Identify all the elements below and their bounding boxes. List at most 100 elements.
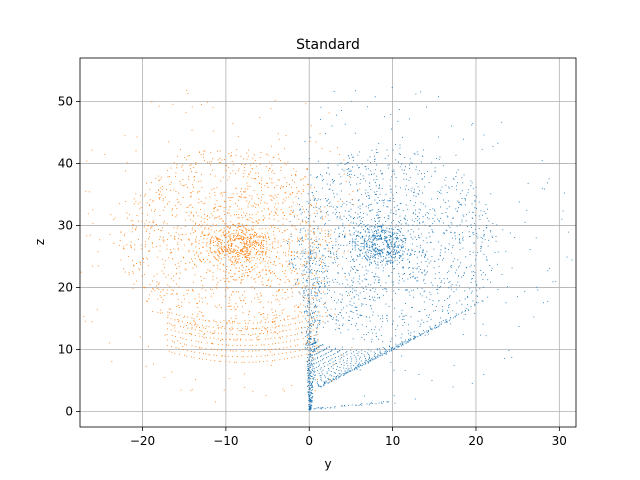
data-point (284, 214, 285, 216)
data-point (218, 243, 220, 245)
data-point (355, 90, 356, 92)
data-point (306, 312, 308, 314)
data-point (401, 247, 403, 249)
data-point (195, 251, 197, 253)
data-point (171, 251, 173, 253)
data-point (392, 347, 393, 348)
data-point (174, 175, 176, 177)
data-point (146, 228, 148, 230)
data-point (365, 243, 367, 244)
data-point (280, 187, 281, 189)
data-point (307, 251, 309, 253)
data-point (406, 341, 408, 343)
data-point (437, 325, 439, 327)
data-point (361, 163, 363, 165)
data-point (349, 202, 351, 203)
data-point (304, 211, 305, 213)
data-point (327, 211, 329, 213)
data-point (462, 236, 464, 238)
data-point (249, 261, 251, 262)
data-point (524, 290, 526, 292)
data-point (226, 269, 227, 270)
data-point (427, 271, 428, 273)
data-point (323, 381, 325, 383)
data-point (419, 222, 421, 224)
data-point (325, 353, 327, 355)
data-point (144, 193, 146, 195)
data-point (373, 249, 375, 251)
data-point (244, 256, 246, 258)
data-point (223, 200, 225, 202)
data-point (220, 180, 222, 182)
data-point (284, 200, 286, 202)
data-point (347, 155, 349, 157)
data-point (459, 242, 461, 244)
data-point (222, 233, 224, 235)
data-point (253, 235, 255, 237)
data-point (244, 191, 246, 193)
data-point (306, 342, 308, 344)
data-point (276, 251, 278, 253)
data-point (191, 327, 193, 329)
data-point (243, 191, 244, 193)
data-point (328, 285, 330, 286)
data-point (471, 217, 473, 219)
data-point (333, 372, 335, 374)
data-point (286, 229, 288, 230)
data-point (309, 373, 311, 375)
data-point (316, 348, 318, 350)
data-point (302, 277, 304, 279)
data-point (374, 225, 375, 227)
data-point (297, 239, 299, 241)
data-point (438, 158, 440, 160)
data-point (309, 324, 311, 326)
data-point (398, 345, 400, 347)
data-point (210, 226, 212, 227)
data-point (382, 267, 384, 269)
data-point (392, 265, 394, 267)
data-point (415, 169, 417, 171)
data-point (316, 269, 318, 271)
data-point (287, 241, 289, 242)
data-point (377, 239, 379, 241)
data-point (358, 236, 360, 237)
data-point (224, 235, 226, 237)
data-point (310, 387, 312, 389)
data-point (232, 263, 234, 265)
data-point (369, 320, 371, 322)
data-point (318, 247, 319, 249)
data-point (409, 339, 411, 341)
data-point (363, 212, 364, 214)
data-point (315, 271, 317, 273)
data-point (231, 256, 233, 258)
data-point (447, 298, 449, 300)
data-point (228, 302, 230, 304)
data-point (224, 233, 226, 235)
data-point (372, 234, 374, 236)
data-point (235, 308, 237, 310)
data-point (148, 236, 150, 238)
data-point (316, 341, 318, 343)
data-point (369, 264, 371, 266)
data-point (370, 350, 372, 352)
data-point (448, 320, 450, 322)
data-point (390, 191, 392, 193)
data-point (135, 263, 137, 264)
data-point (313, 220, 315, 222)
data-point (259, 219, 261, 221)
data-point (227, 251, 229, 253)
data-point (380, 236, 382, 238)
data-point (134, 244, 136, 246)
data-point (240, 249, 242, 251)
data-point (425, 255, 427, 256)
data-point (404, 370, 406, 371)
data-point (259, 163, 261, 165)
data-point (287, 161, 289, 163)
data-point (196, 316, 198, 318)
data-point (470, 224, 472, 226)
data-point (210, 229, 212, 231)
data-point (312, 311, 314, 313)
data-point (328, 379, 330, 381)
data-point (313, 345, 315, 347)
data-point (472, 231, 474, 233)
